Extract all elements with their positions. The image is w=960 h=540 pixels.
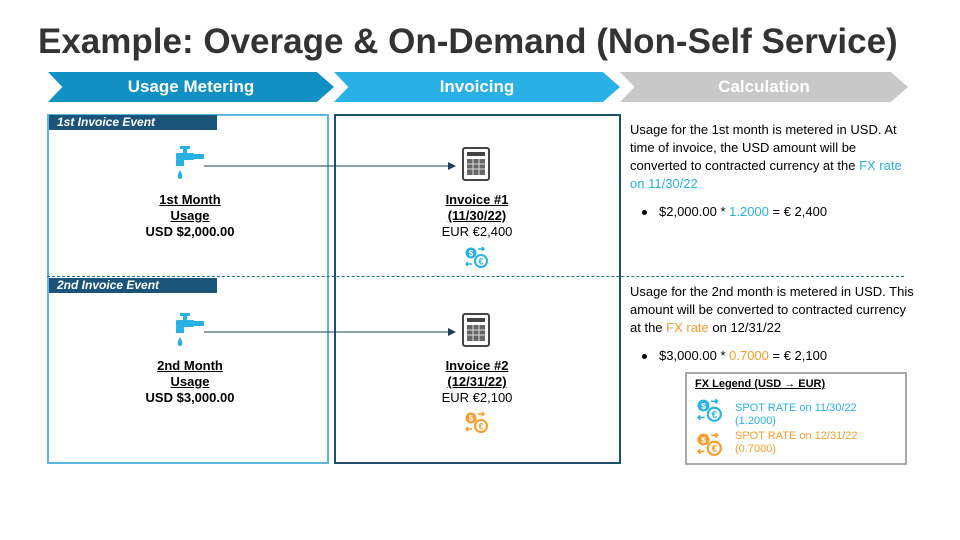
svg-text:€: € [478,422,483,432]
bullet-rate-2: 0.7000 [729,348,769,363]
svg-text:€: € [712,410,718,421]
svg-text:$: $ [469,414,474,423]
legend-item-1: SPOT RATE on 11/30/22 (1.2000) [735,402,857,428]
fx-rate-highlight-2: FX rate [666,320,709,335]
invoicing-panel [334,114,621,464]
bullet-rate-1: 1.2000 [729,204,769,219]
invoice-date-2: (12/31/22) [447,374,507,389]
usage-amount-2: USD $3,000.00 [145,390,235,405]
invoice-amount-2: EUR €2,100 [441,390,513,405]
step-calculation: Calculation [620,72,908,102]
page-title: Example: Overage & On-Demand (Non-Self S… [38,22,898,61]
bullet-text-1b: = € 2,400 [768,204,828,219]
invoice-summary-1: Invoice #1 (11/30/22) EUR €2,400 [387,192,567,240]
fx-rate-highlight-1: FX rate on 11/30/22 [630,158,902,191]
calculation-note-1: Usage for the 1st month is metered in US… [630,121,915,193]
bullet-text-2a: $3,000.00 * [659,348,730,363]
invoice-amount-1: EUR €2,400 [441,224,513,239]
invoice-date-1: (11/30/22) [447,208,507,223]
currency-exchange-icon: $ € [465,246,488,268]
legend-item-2-rate: SPOT RATE on 12/31/22 [735,430,858,442]
svg-text:€: € [478,257,483,267]
fx-legend: FX Legend (USD → EUR) $ € SPOT RATE on 1… [685,372,907,465]
event-divider [47,276,904,277]
usage-subtitle-1: Usage [170,208,210,223]
flow-arrow [204,328,456,336]
usage-amount-1: USD $2,000.00 [145,224,235,239]
bullet-dot [642,210,647,216]
svg-text:$: $ [701,401,706,411]
svg-text:$: $ [469,249,474,258]
usage-summary-1: 1st Month Usage USD $2,000.00 [100,192,280,240]
step-usage-metering: Usage Metering [48,72,334,102]
usage-title-2: 2nd Month [157,358,223,373]
calc-text-1: Usage for the 1st month is metered in US… [630,122,897,173]
bullet-dot [642,354,647,360]
calc-text-2b: on 12/31/22 [708,320,782,335]
currency-exchange-icon: $ € [697,398,722,422]
calc-text-2: Usage for the 2nd month is metered in US… [630,284,914,335]
invoice-summary-2: Invoice #2 (12/31/22) EUR €2,100 [387,358,567,406]
currency-exchange-icon: $ € [465,411,488,433]
faucet-icon [176,313,204,346]
svg-text:€: € [712,444,718,455]
bullet-text-2b: = € 2,100 [768,348,828,363]
svg-text:$: $ [701,435,706,445]
legend-title: FX Legend (USD → EUR) [695,378,826,390]
faucet-icon [176,146,204,179]
calculation-bullet-2: $3,000.00 * 0.7000 = € 2,100 [642,348,827,363]
usage-title-1: 1st Month [159,192,221,207]
calculation-note-2: Usage for the 2nd month is metered in US… [630,283,915,337]
invoice-title-1: Invoice #1 [445,192,509,207]
bullet-text-1a: $2,000.00 * [659,204,730,219]
usage-summary-2: 2nd Month Usage USD $3,000.00 [100,358,280,406]
invoice-document-icon [462,147,490,181]
invoice-title-2: Invoice #2 [445,358,509,373]
invoice-document-icon [462,313,490,347]
calculation-bullet-1: $2,000.00 * 1.2000 = € 2,400 [642,204,827,219]
event-label-2: 2nd Invoice Event [49,278,217,293]
flow-arrow [204,162,456,170]
legend-item-1-rate: SPOT RATE on 11/30/22 [735,402,857,414]
legend-item-1-value: (1.2000) [735,415,776,427]
legend-item-2-value: (0.7000) [735,443,776,455]
currency-exchange-icon: $ € [697,432,722,456]
legend-item-2: SPOT RATE on 12/31/22 (0.7000) [735,430,858,456]
event-label-1: 1st Invoice Event [49,115,217,130]
step-invoicing: Invoicing [334,72,620,102]
usage-subtitle-2: Usage [170,374,210,389]
